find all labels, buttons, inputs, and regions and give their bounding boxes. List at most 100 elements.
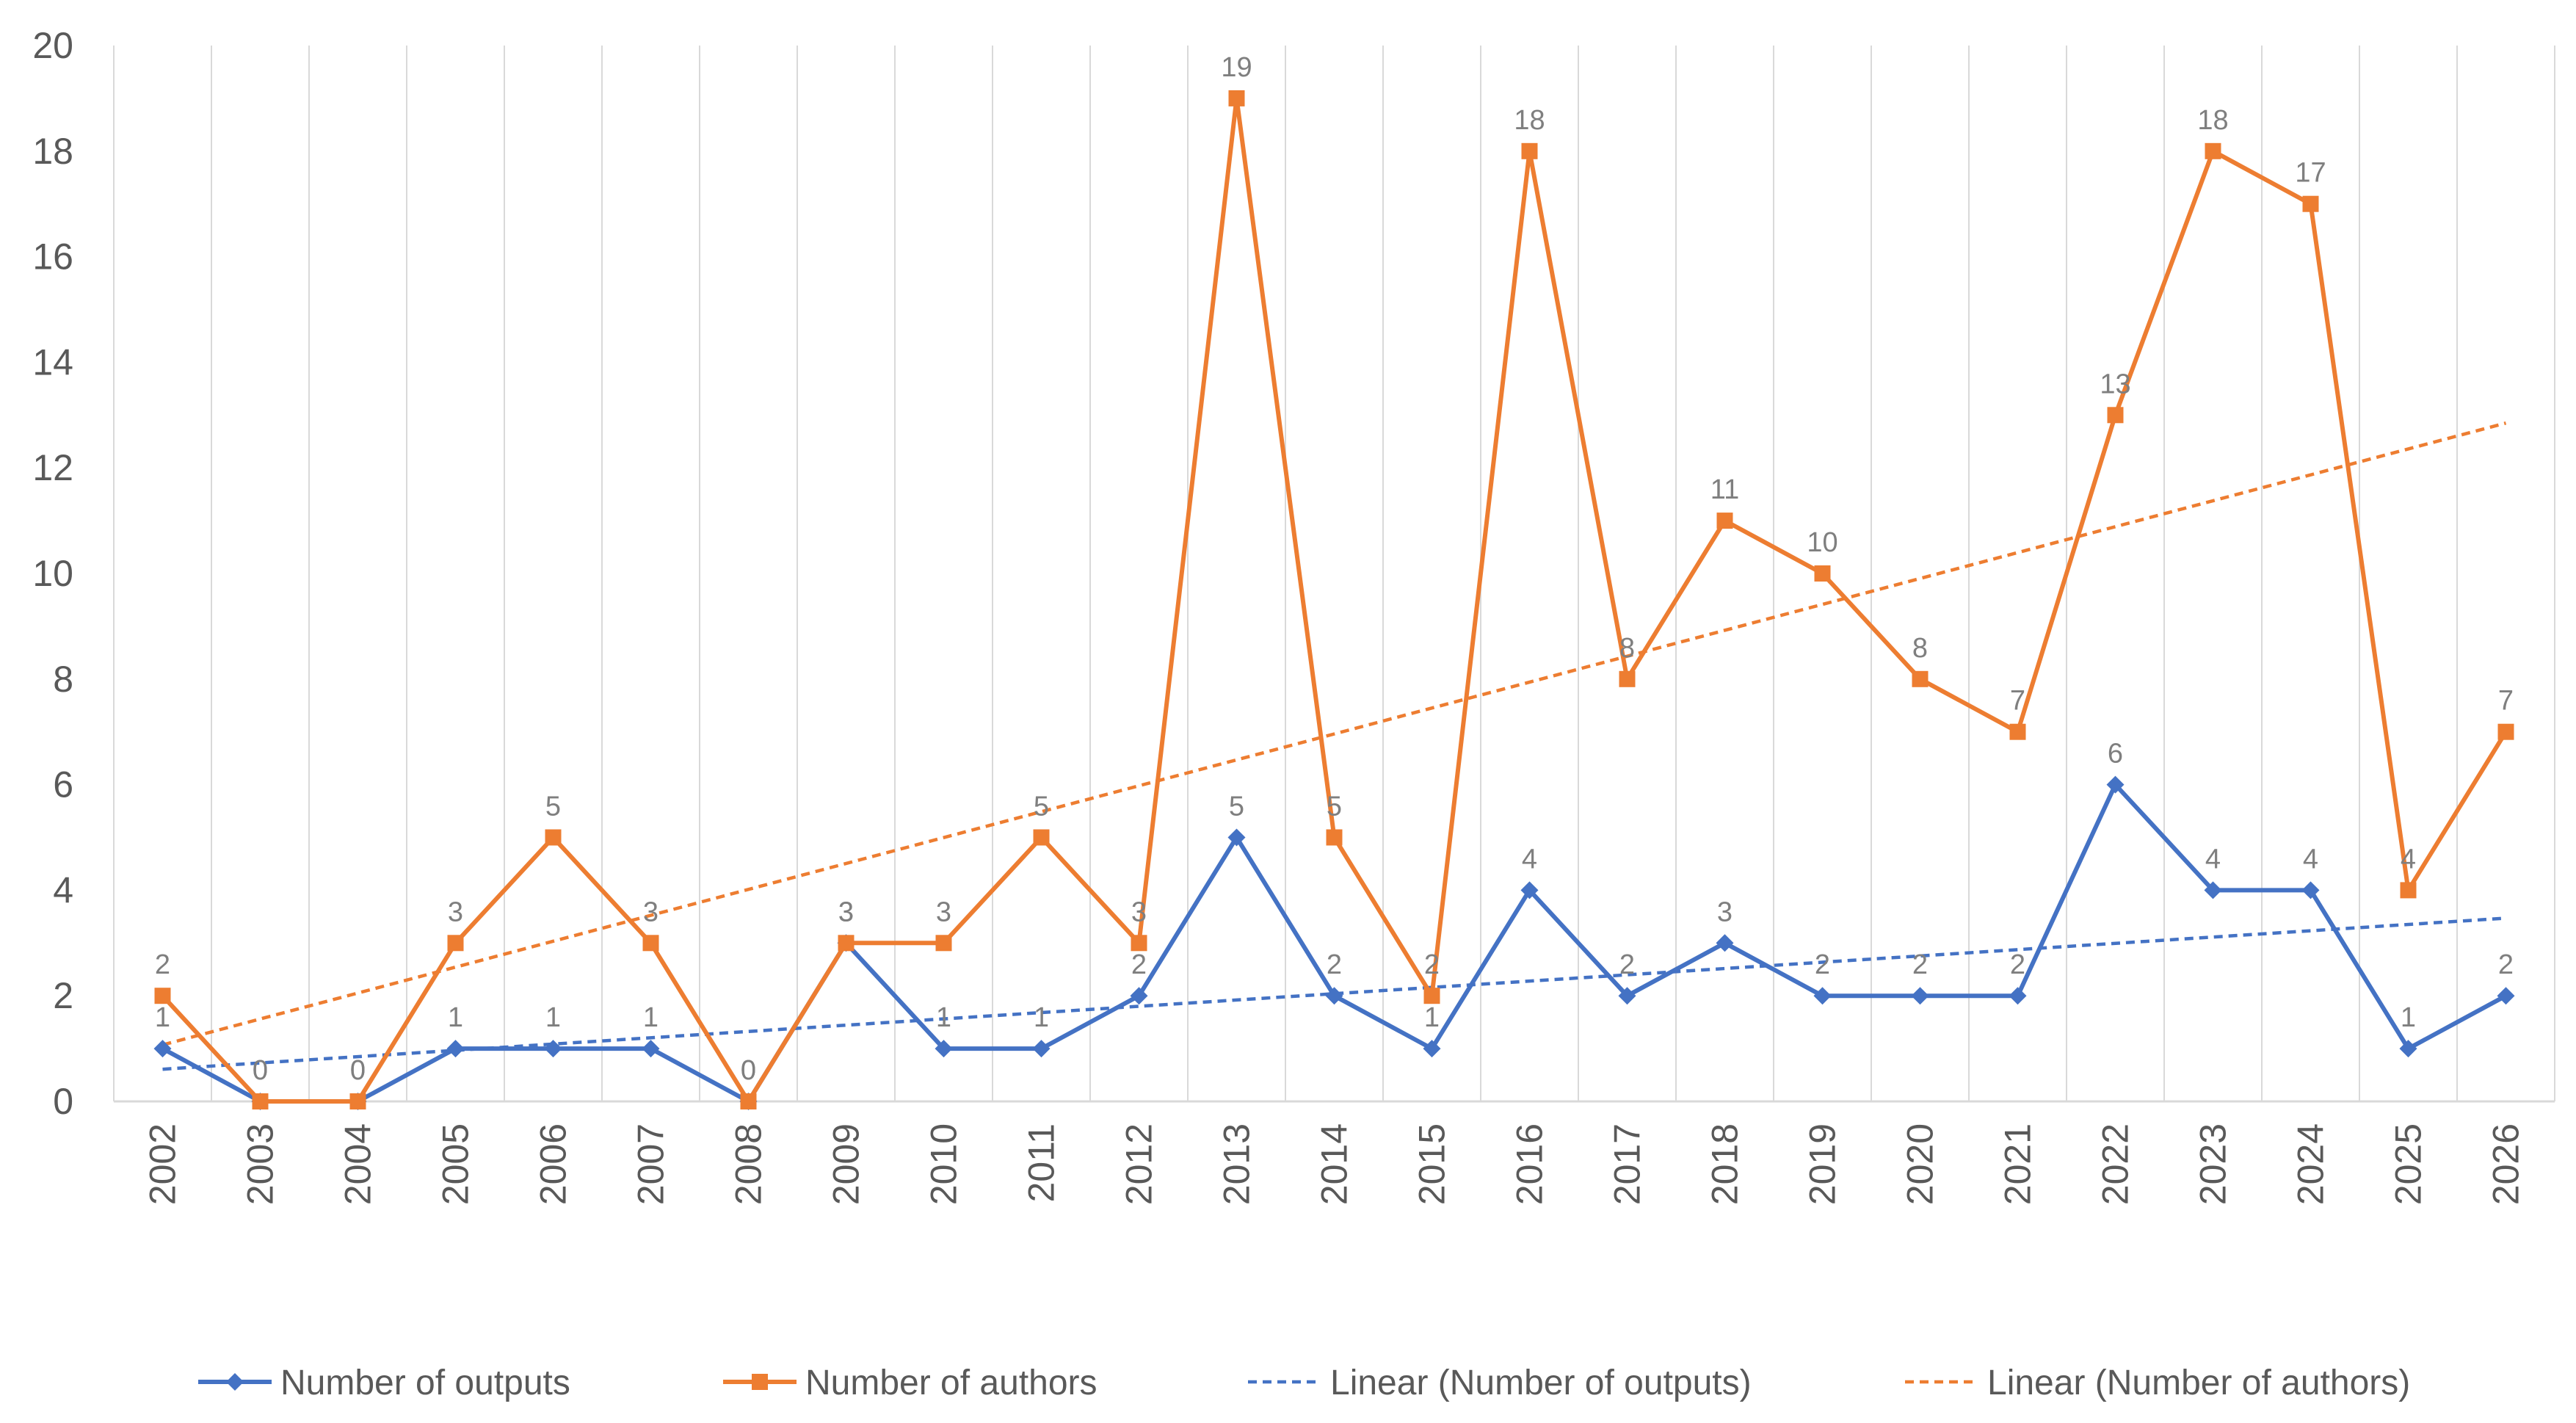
data-point: [544, 1040, 562, 1058]
vertical-gridlines: [113, 46, 2555, 1101]
x-tick-label: 2012: [1119, 1123, 1160, 1205]
data-point: [1033, 829, 1050, 846]
data-point: [2106, 775, 2125, 794]
data-label: 1: [155, 1002, 170, 1033]
x-tick-label: 2023: [2193, 1123, 2234, 1205]
data-point: [2009, 723, 2026, 740]
data-label: 2: [1815, 949, 1830, 980]
y-tick-label: 12: [32, 447, 73, 488]
data-label: 3: [643, 897, 658, 927]
data-label: 1: [1034, 1002, 1049, 1033]
y-tick-label: 6: [53, 764, 73, 805]
data-point: [1227, 828, 1246, 847]
data-label: 2: [1424, 949, 1440, 980]
data-label: 18: [2197, 105, 2228, 136]
data-label: 3: [936, 897, 951, 927]
data-point: [545, 829, 562, 846]
y-tick-label: 2: [53, 975, 73, 1016]
trendline: [162, 421, 2507, 1047]
data-point: [1520, 881, 1539, 899]
x-tick-label: 2026: [2486, 1123, 2527, 1205]
data-label: 1: [448, 1002, 463, 1033]
data-point: [2107, 407, 2124, 424]
data-label: 3: [1131, 897, 1147, 927]
y-axis-ticks: 0 2 4 6 8 10 12 14 16 18 20: [32, 25, 73, 1122]
x-tick-label: 2010: [924, 1123, 965, 1205]
legend-item: Linear (Number of outputs): [1248, 1364, 1752, 1402]
legend-label: Linear (Number of outputs): [1330, 1364, 1752, 1402]
x-tick-label: 2006: [533, 1123, 574, 1205]
data-point: [2301, 881, 2320, 899]
data-point: [1618, 987, 1636, 1005]
data-point: [1130, 987, 1148, 1005]
data-label: 1: [545, 1002, 561, 1033]
legend-marker: [226, 1373, 244, 1391]
x-tick-label: 2007: [631, 1123, 672, 1205]
data-label: 2: [1131, 949, 1147, 980]
y-tick-label: 16: [32, 236, 73, 278]
y-tick-label: 14: [32, 341, 73, 383]
data-point: [1619, 670, 1636, 687]
data-label: 2: [155, 949, 170, 980]
x-tick-label: 2018: [1705, 1123, 1746, 1205]
data-label: 7: [2498, 686, 2514, 717]
trendlines: [162, 421, 2507, 1071]
x-tick-label: 2011: [1021, 1123, 1062, 1203]
data-label: 4: [1522, 844, 1537, 875]
data-point: [2400, 882, 2417, 899]
y-tick-label: 8: [53, 659, 73, 700]
data-label: 0: [350, 1055, 366, 1086]
data-point: [1325, 987, 1343, 1005]
data-point: [447, 935, 464, 952]
x-tick-label: 2004: [338, 1123, 379, 1205]
legend-label: Number of outputs: [280, 1364, 570, 1402]
data-point: [1814, 565, 1831, 582]
data-point: [2009, 987, 2027, 1005]
x-tick-label: 2017: [1607, 1123, 1648, 1205]
data-point: [2497, 723, 2514, 740]
data-point: [154, 988, 171, 1004]
data-point: [740, 1093, 757, 1109]
data-point: [1521, 142, 1538, 159]
data-point: [1912, 670, 1929, 687]
legend-label: Number of authors: [805, 1364, 1097, 1402]
data-label: 2: [1912, 949, 1928, 980]
y-tick-label: 0: [53, 1081, 73, 1122]
data-label: 5: [1229, 792, 1244, 822]
data-point: [935, 1040, 953, 1058]
data-point: [349, 1093, 366, 1109]
legend-label: Linear (Number of authors): [1987, 1364, 2410, 1402]
x-tick-label: 2008: [728, 1123, 769, 1205]
x-tick-label: 2003: [240, 1123, 281, 1205]
x-tick-label: 2009: [826, 1123, 867, 1205]
data-point: [642, 1040, 660, 1058]
data-label: 1: [936, 1002, 951, 1033]
data-label: 10: [1807, 527, 1837, 558]
x-tick-label: 2014: [1314, 1123, 1355, 1205]
x-tick-label: 2021: [1998, 1123, 2039, 1205]
data-point: [153, 1040, 172, 1058]
data-point: [1423, 1040, 1441, 1058]
data-label: 8: [1619, 633, 1635, 664]
x-tick-label: 2013: [1216, 1123, 1258, 1205]
data-point: [2204, 881, 2222, 899]
data-label: 3: [448, 897, 463, 927]
x-tick-label: 2019: [1802, 1123, 1843, 1205]
x-tick-label: 2002: [142, 1123, 184, 1205]
series-lines: [153, 90, 2515, 1110]
data-label: 11: [1710, 474, 1739, 505]
x-tick-label: 2024: [2290, 1123, 2332, 1205]
data-label: 2: [1327, 949, 1342, 980]
legend-item: Number of outputs: [198, 1364, 570, 1402]
data-label: 0: [350, 1055, 366, 1086]
x-tick-label: 2020: [1900, 1123, 1941, 1205]
y-tick-label: 4: [53, 869, 73, 910]
data-label: 3: [838, 897, 854, 927]
legend: Number of outputs Number of authors Linear…: [198, 1364, 2410, 1402]
y-tick-label: 20: [32, 25, 73, 66]
data-label: 3: [838, 897, 854, 927]
data-point: [1032, 1040, 1051, 1058]
trendline: [162, 916, 2506, 1071]
